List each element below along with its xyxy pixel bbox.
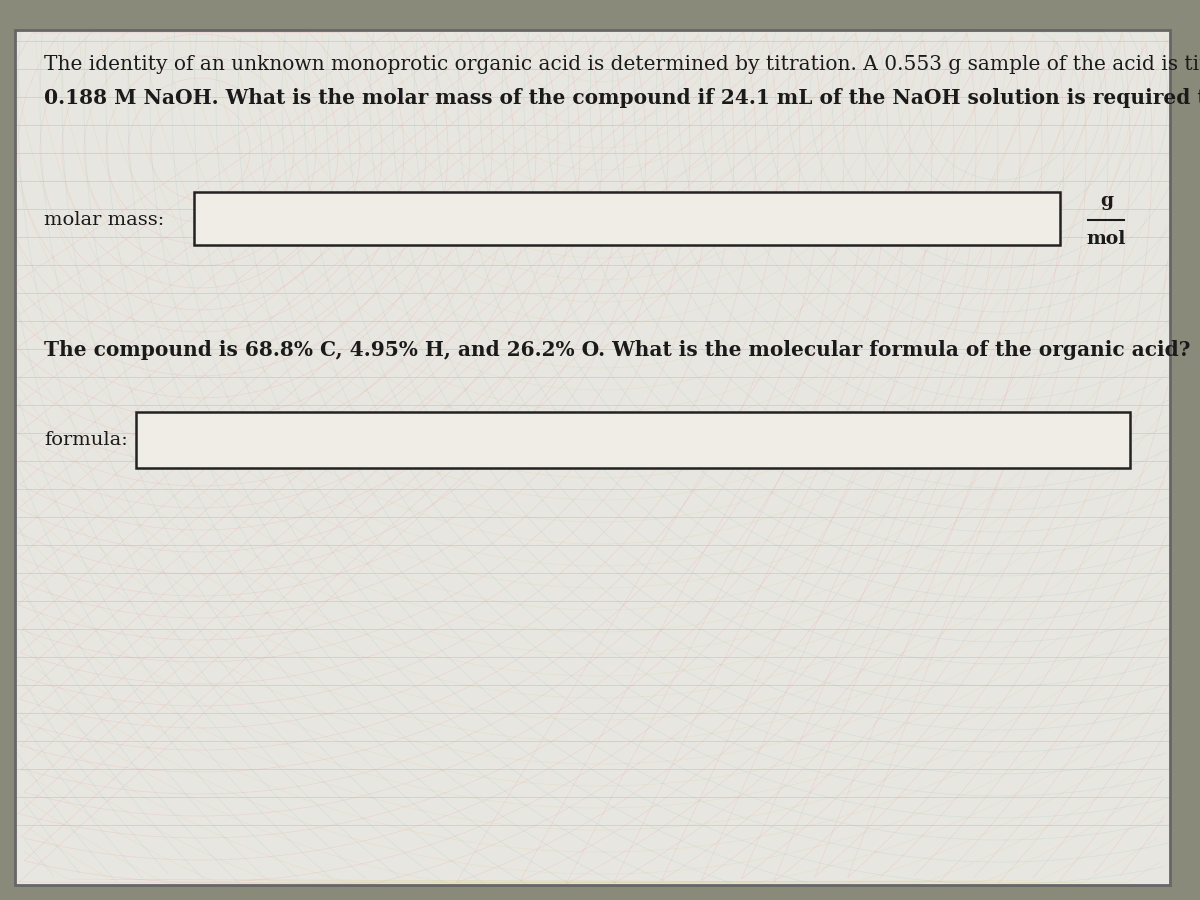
Text: formula:: formula: (44, 431, 127, 449)
Text: g: g (1100, 192, 1114, 210)
Bar (194, 192, 1061, 245)
Text: molar mass:: molar mass: (44, 211, 164, 229)
Text: 0.188 M NaOH. What is the molar mass of the compound if 24.1 mL of the NaOH solu: 0.188 M NaOH. What is the molar mass of … (44, 88, 1200, 108)
Text: The identity of an unknown monoprotic organic acid is determined by titration. A: The identity of an unknown monoprotic or… (44, 55, 1200, 74)
Text: mol: mol (1087, 230, 1126, 248)
Bar (137, 412, 1129, 468)
Text: The compound is 68.8% C, 4.95% H, and 26.2% O. What is the molecular formula of : The compound is 68.8% C, 4.95% H, and 26… (44, 340, 1190, 360)
